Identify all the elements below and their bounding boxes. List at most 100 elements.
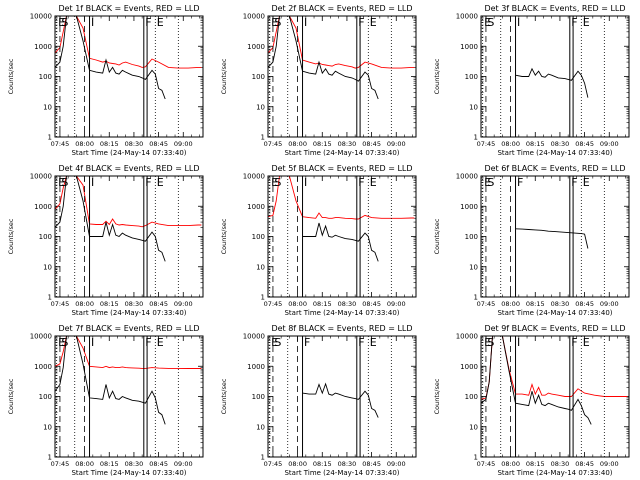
plot-frame [54,335,204,458]
y-tick-label: 1000 [34,363,52,371]
plot-frame [54,15,204,138]
x-tick-label: 08:30 [338,460,357,468]
y-tick-label: 1000 [247,43,265,51]
plot-frame [267,175,417,298]
time-marker-label: S [274,336,281,349]
y-tick-label: 100 [465,393,478,401]
time-marker-label: F [145,16,151,29]
plot-frame [480,175,630,298]
y-axis-label: Counts/sec [7,218,15,254]
x-tick-label: 08:00 [501,140,520,148]
time-marker-label: E [484,176,491,189]
x-tick-label: 08:30 [125,460,144,468]
y-axis-label: Counts/sec [220,378,228,414]
time-marker-label: E [583,16,590,29]
time-marker-label: E [271,176,278,189]
x-tick-label: 07:45 [264,460,283,468]
x-tick-label: 08:15 [526,300,545,308]
y-tick-label: 10000 [243,333,265,341]
lld-series-line [481,336,628,400]
y-tick-label: 1 [261,294,265,302]
x-tick-label: 08:30 [338,300,357,308]
x-tick-label: 08:45 [575,300,594,308]
x-axis-label: Start Time (24-May-14 07:33:40) [497,309,612,317]
x-tick-label: 07:45 [477,140,496,148]
y-tick-label: 1000 [460,203,478,211]
x-tick-label: 07:45 [51,140,70,148]
x-axis-label: Start Time (24-May-14 07:33:40) [71,309,186,317]
panel-det-3: Det 3f BLACK = Events, RED = LLD 1 10 100 10… [433,4,630,157]
x-tick-label: 09:00 [600,460,619,468]
x-tick-label: 07:45 [477,300,496,308]
y-tick-label: 100 [465,233,478,241]
time-marker-label: F [358,176,364,189]
panel-det-6: Det 6f BLACK = Events, RED = LLD 1 10 100 10… [433,164,630,317]
x-tick-label: 08:30 [338,140,357,148]
lld-series-line [268,176,415,220]
x-tick-label: 08:00 [288,300,307,308]
y-tick-label: 100 [39,73,52,81]
x-tick-label: 08:30 [551,460,570,468]
x-axis-label: Start Time (24-May-14 07:33:40) [497,469,612,477]
time-marker-label: F [571,336,577,349]
lld-series-line [55,176,202,228]
panel-det-8: Det 8f BLACK = Events, RED = LLD 1 10 100 10… [220,324,417,477]
y-tick-label: 10000 [243,13,265,21]
time-marker-label: I [304,176,307,189]
x-tick-label: 08:45 [575,460,594,468]
plot-frame [54,175,204,298]
time-marker-label: S [487,16,494,29]
x-tick-label: 08:00 [501,300,520,308]
time-marker-label: F [145,176,151,189]
chart-title: Det 5f BLACK = Events, RED = LLD [271,164,412,173]
x-axis-label: Start Time (24-May-14 07:33:40) [71,149,186,157]
time-marker-label: E [58,16,65,29]
y-axis-label: Counts/sec [433,378,441,414]
y-tick-label: 1 [48,294,52,302]
time-marker-label: F [358,16,364,29]
x-tick-label: 08:30 [551,140,570,148]
y-tick-label: 1000 [34,43,52,51]
x-tick-label: 08:45 [362,460,381,468]
y-tick-label: 10 [43,263,52,271]
x-tick-label: 08:45 [149,460,168,468]
time-marker-label: S [61,336,68,349]
x-tick-label: 09:00 [174,460,193,468]
events-series-line [55,16,166,100]
x-tick-label: 07:45 [477,460,496,468]
time-marker-label: E [157,336,164,349]
x-axis-label: Start Time (24-May-14 07:33:40) [497,149,612,157]
panel-det-7: Det 7f BLACK = Events, RED = LLD 1 10 100 10… [7,324,204,477]
time-marker-label: E [484,16,491,29]
time-marker-label: S [274,176,281,189]
y-tick-label: 10 [256,423,265,431]
events-series-line [268,16,379,100]
x-axis-label: Start Time (24-May-14 07:33:40) [71,469,186,477]
x-tick-label: 08:15 [526,140,545,148]
time-marker-label: S [487,176,494,189]
x-tick-label: 08:00 [501,460,520,468]
y-axis-label: Counts/sec [220,218,228,254]
y-tick-label: 10000 [30,173,52,181]
x-tick-label: 08:15 [313,460,332,468]
plot-frame [480,335,630,458]
y-tick-label: 1000 [247,363,265,371]
x-axis-label: Start Time (24-May-14 07:33:40) [284,309,399,317]
x-tick-label: 08:15 [100,140,119,148]
y-tick-label: 10 [43,423,52,431]
time-marker-label: F [358,336,364,349]
time-marker-label: I [91,176,94,189]
x-tick-label: 08:00 [75,140,94,148]
time-marker-label: E [271,16,278,29]
y-tick-label: 1000 [460,43,478,51]
panel-det-5: Det 5f BLACK = Events, RED = LLD 1 10 100 10… [220,164,417,317]
x-tick-label: 08:45 [362,140,381,148]
x-tick-label: 07:45 [264,140,283,148]
time-marker-label: E [157,16,164,29]
x-tick-label: 08:15 [100,300,119,308]
x-tick-label: 08:15 [313,300,332,308]
x-tick-label: 08:30 [125,140,144,148]
time-marker-label: E [583,176,590,189]
chart-title: Det 8f BLACK = Events, RED = LLD [271,324,412,333]
x-tick-label: 08:00 [75,300,94,308]
